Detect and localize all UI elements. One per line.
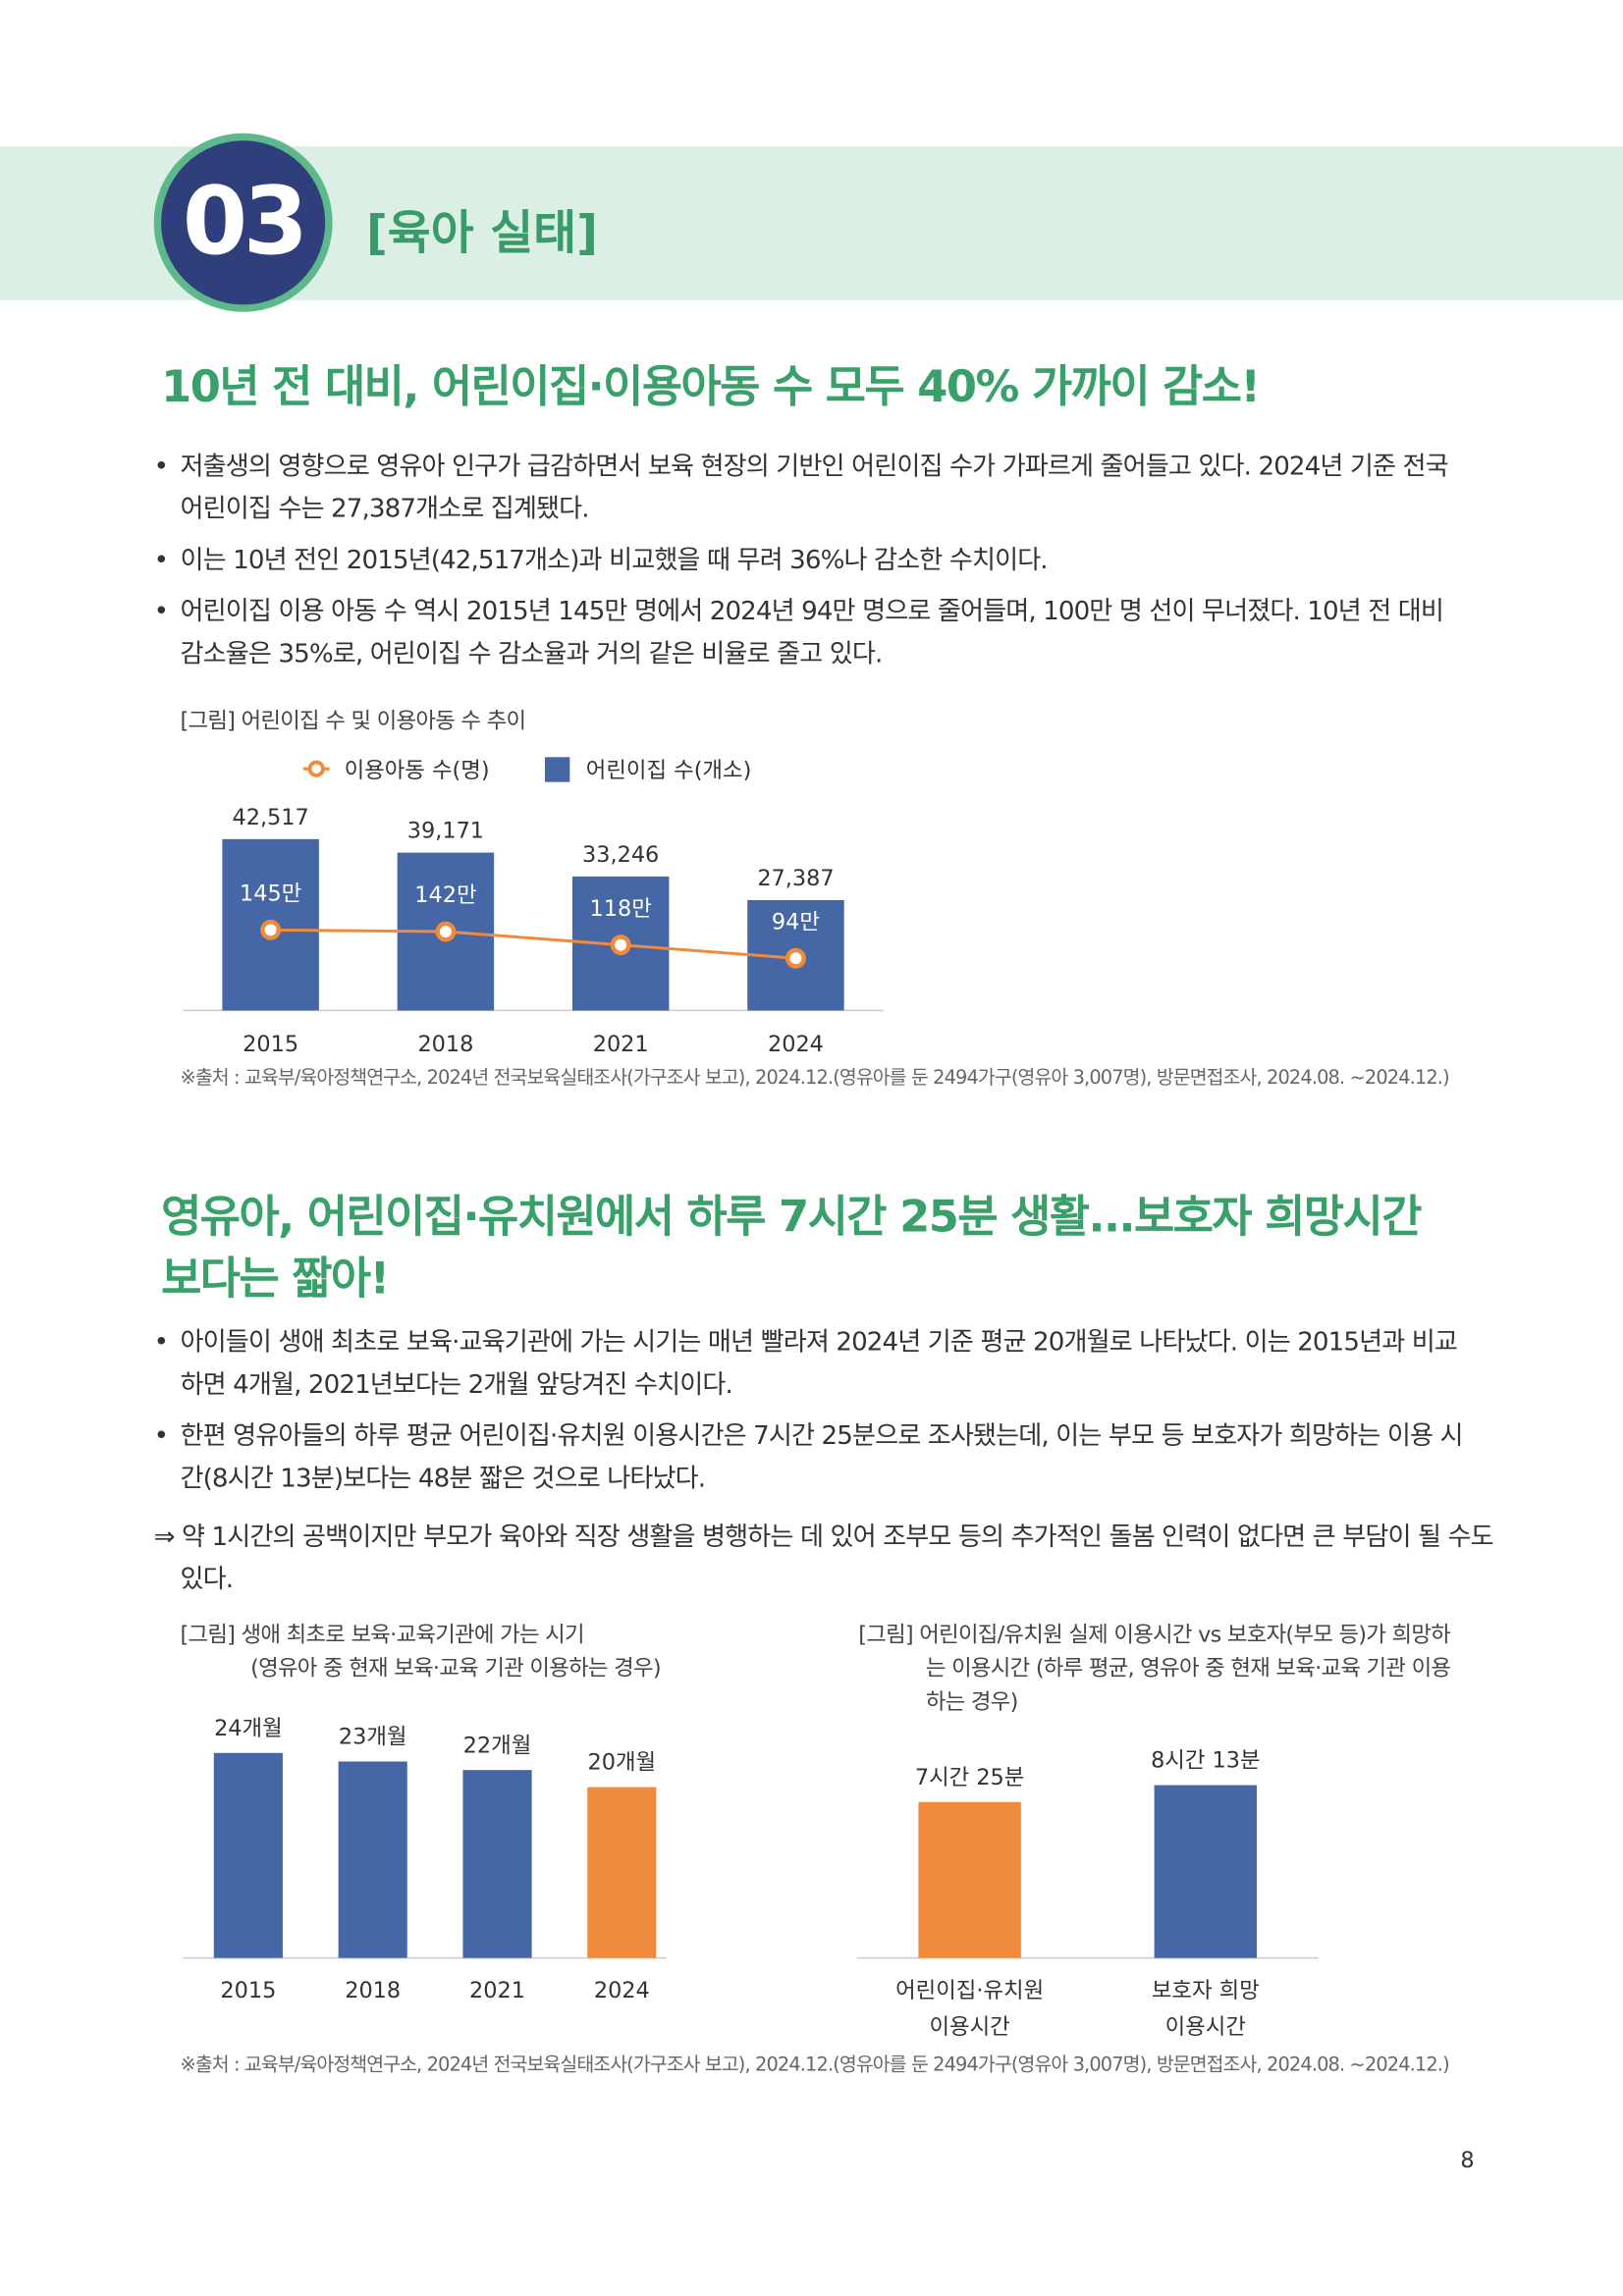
- x-tick-label: 2015: [243, 1032, 298, 1057]
- chart-subtitle: (영유아 중 현재 보육·교육 기관 이용하는 경우): [250, 1654, 661, 1682]
- bar: [587, 1787, 657, 1958]
- data-label: 142만: [414, 882, 476, 908]
- data-label: 8시간 13분: [1151, 1748, 1261, 1774]
- source-note: ※출처 : 교육부/육아정책연구소, 2024년 전국보육실태조사(가구조사 보…: [180, 1067, 1450, 1090]
- bullet: 이는 10년 전인 2015년(42,517개소)과 비교했을 때 무려 36%…: [154, 541, 1473, 583]
- data-label: 22개월: [463, 1733, 532, 1758]
- x-tick-label: 2024: [594, 1978, 650, 2003]
- data-label: 20개월: [588, 1750, 657, 1776]
- legend-marker: [544, 757, 570, 782]
- data-label: 23개월: [339, 1725, 407, 1750]
- chart: 이용아동 수(명) 어린이집 수(개소) 2015 2018 2021 2024 42,51…: [183, 757, 884, 1057]
- data-label: 118만: [590, 896, 652, 922]
- bar: [1154, 1785, 1258, 1958]
- x-tick-label: 2015: [220, 1978, 276, 2003]
- bar: [918, 1801, 1021, 1958]
- chart-title: [그림] 생애 최초로 보육·교육기관에 가는 시기: [180, 1621, 585, 1648]
- legend-marker: [307, 760, 325, 777]
- bullet: 아이들이 생애 최초로 보육·교육기관에 가는 시기는 매년 빨라져 2024년…: [154, 1322, 1473, 1408]
- line: [270, 928, 796, 960]
- line-point: [260, 919, 282, 940]
- chart: 24개월 2015 23개월 2018 22개월 2021 20개월 2024: [183, 1716, 667, 2003]
- page-number: 8: [1460, 2147, 1475, 2173]
- headline: 영유아, 어린이집·유치원에서 하루 7시간 25분 생활...보호자 희망시간…: [161, 1192, 1422, 1306]
- bullet: 저출생의 영향으로 영유아 인구가 급감하면서 보육 현장의 기반인 어린이집 …: [154, 447, 1473, 532]
- chart-title: [그림] 어린이집/유치원 실제 이용시간 vs 보호자(부모 등)가 희망하는…: [858, 1621, 1451, 1715]
- x-tick-label: 보호자 희망 이용시간: [1152, 1978, 1260, 2040]
- chart-title-block: [그림] 생애 최초로 보육·교육기관에 가는 시기 (영유아 중 현재 보육·…: [181, 1619, 737, 1686]
- x-tick-label: 2024: [768, 1032, 824, 1057]
- chart-title: [그림] 어린이집 수 및 이용아동 수 추이: [180, 707, 527, 734]
- data-label: 33,246: [582, 842, 659, 868]
- bar: [462, 1770, 532, 1958]
- x-tick-label: 2018: [417, 1032, 473, 1057]
- bullet: 한편 영유아들의 하루 평균 어린이집·유치원 이용시간은 7시간 25분으로 …: [154, 1416, 1473, 1502]
- x-tick-label: 2021: [469, 1978, 525, 2003]
- legend-label: 어린이집 수(개소): [586, 758, 752, 783]
- data-label: 7시간 25분: [915, 1765, 1025, 1790]
- data-label: 39,171: [407, 819, 484, 844]
- headline: 10년 전 대비, 어린이집·이용아동 수 모두 40% 가까이 감소!: [161, 361, 1261, 413]
- legend-label: 이용아동 수(명): [345, 758, 490, 783]
- section-number: 03: [153, 133, 333, 312]
- x-tick-label: 2018: [345, 1978, 401, 2003]
- source-note: ※출처 : 교육부/육아정책연구소, 2024년 전국보육실태조사(가구조사 보…: [180, 2055, 1450, 2077]
- section-title: [육아 실태]: [365, 204, 598, 261]
- line-point: [610, 934, 631, 956]
- x-tick-label: 어린이집·유치원 이용시간: [895, 1978, 1044, 2040]
- bar: [338, 1761, 407, 1958]
- bullet: 어린이집 이용 아동 수 역시 2015년 145만 명에서 2024년 94만…: [154, 592, 1473, 677]
- bullet-list: 아이들이 생애 최초로 보육·교육기관에 가는 시기는 매년 빨라져 2024년…: [154, 1322, 1473, 1510]
- data-label: 24개월: [214, 1716, 283, 1741]
- bar: [213, 1752, 283, 1958]
- data-label: 145만: [240, 881, 301, 907]
- x-tick-label: 2021: [593, 1032, 649, 1057]
- line-point: [435, 921, 457, 942]
- line-point: [785, 947, 806, 969]
- data-label: 27,387: [757, 866, 834, 891]
- bullet-list: 저출생의 영향으로 영유아 인구가 급감하면서 보육 현장의 기반인 어린이집 …: [154, 447, 1473, 685]
- data-label: 42,517: [232, 805, 308, 830]
- conclusion: ⇒ 약 1시간의 공백이지만 부모가 육아와 직장 생활을 병행하는 데 있어 …: [153, 1522, 1494, 1595]
- data-label: 94만: [772, 909, 820, 934]
